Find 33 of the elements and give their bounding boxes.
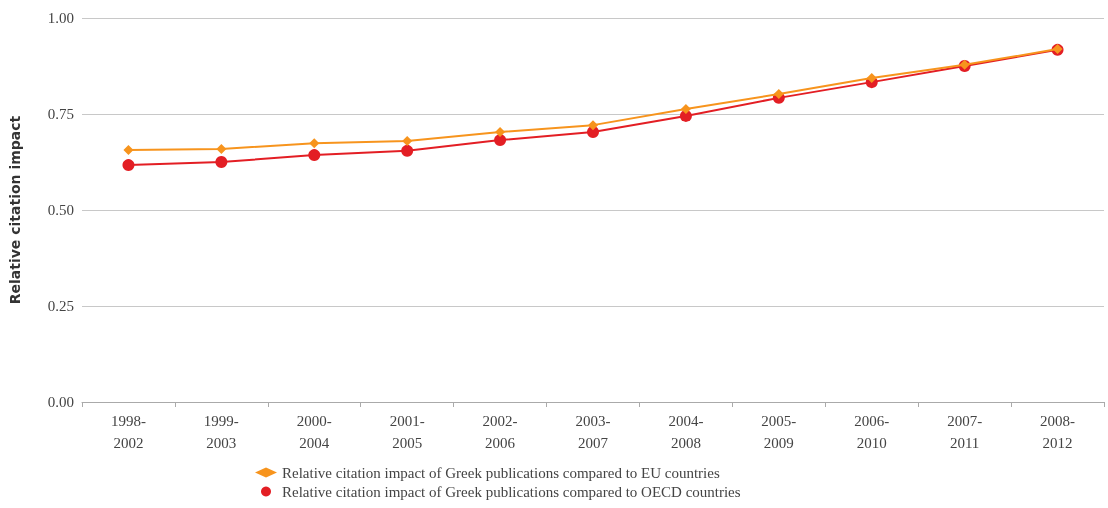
x-tick-label: 2005-2009 [761, 413, 797, 451]
point [680, 104, 691, 115]
point [494, 134, 507, 147]
x-tick-label: 2003-2007 [575, 413, 611, 451]
y-tick-label: 0.50 [47, 202, 74, 218]
x-tick-label: 2000-2004 [296, 413, 332, 451]
point [215, 156, 228, 168]
point [402, 135, 413, 146]
point [495, 127, 506, 138]
point [401, 144, 414, 157]
x-tick-label: 2004-2008 [668, 413, 704, 451]
y-tick-label: 0.75 [47, 106, 74, 122]
y-axis-title: Relative citation impact [7, 115, 23, 305]
legend-label: Relative citation impact of Greek publications compared to EU countries [282, 464, 720, 481]
x-tick-label: 2006-2010 [854, 413, 890, 451]
x-tick-label: 1998-2002 [110, 413, 146, 451]
point [866, 72, 877, 83]
point [216, 143, 227, 154]
point [309, 138, 320, 149]
x-tick-label: 2008-2012 [1040, 413, 1076, 451]
point [588, 120, 598, 131]
x-tick-label: 1999-2003 [203, 413, 239, 451]
y-tick-label: 1.00 [47, 10, 74, 26]
x-tick-label: 2007-2011 [947, 413, 983, 451]
y-tick-label: 0.25 [47, 298, 74, 314]
legend-label: Relative citation impact of Greek publications compared to OECD countries [282, 483, 741, 500]
x-tick-label: 2001-2005 [389, 413, 425, 451]
x-tick-label: 2002-2006 [482, 413, 518, 451]
point [308, 149, 321, 162]
point [123, 145, 134, 156]
point [773, 89, 784, 100]
y-tick-label: 0.00 [47, 394, 74, 410]
point [122, 159, 135, 172]
